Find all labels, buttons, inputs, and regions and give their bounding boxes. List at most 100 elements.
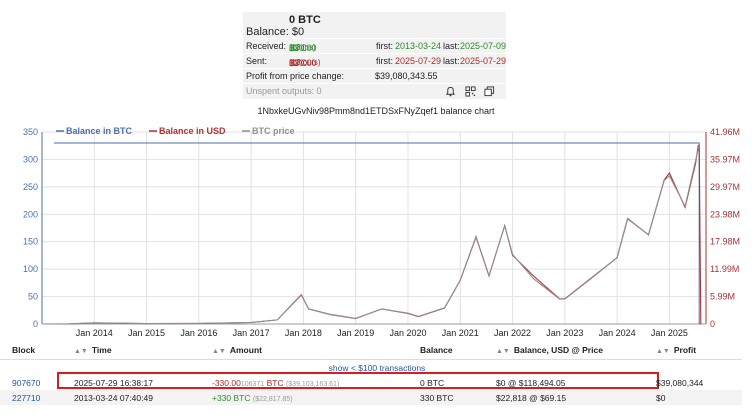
tx-time: 2013-03-24 07:40:49: [74, 392, 153, 403]
tx-profit: $0: [656, 392, 666, 403]
sent-first-label: first:: [376, 56, 393, 66]
y-right-tick-label: 0: [710, 319, 715, 329]
header-profit-label: Profit: [673, 345, 697, 355]
tx-amount-usd: ($39,103,163.61): [285, 380, 340, 388]
y-left-tick-label: 250: [23, 182, 38, 192]
y-right-tick-label: 11.99M: [710, 264, 739, 274]
sent-label: Sent:: [246, 56, 268, 66]
tx-time: 2025-07-29 16:38:17: [74, 377, 153, 388]
bell-icon[interactable]: [445, 86, 456, 97]
balance-usd-line: Balance: $0: [246, 26, 304, 38]
balance-btc: 0 BTC: [289, 14, 321, 26]
y-left-tick-label: 150: [23, 237, 38, 247]
sort-icon: ▲▼: [212, 348, 226, 355]
received-last-date: 2025-07-09: [460, 41, 507, 51]
tx-amount-value: +330 BTC: [212, 392, 251, 403]
header-block[interactable]: Block: [0, 341, 62, 360]
y-left-tick-label: 300: [23, 154, 38, 164]
tx-balance: 330 BTC: [420, 392, 454, 403]
tx-amount-unit: BTC: [266, 377, 284, 388]
y-right-tick-label: 5.99M: [710, 292, 735, 302]
balance-label: Balance:: [246, 26, 289, 38]
tx-balance: 0 BTC: [420, 377, 445, 388]
received-first-label: first:: [376, 41, 393, 51]
unspent-row: Unspent outputs: 0: [243, 83, 506, 99]
block-link[interactable]: 227710: [12, 392, 41, 403]
tx-amount: -330.00106371 BTC ($39,103,163.61): [200, 375, 408, 390]
sort-icon: ▲▼: [656, 348, 670, 355]
sent-value: 330.00: [289, 58, 317, 68]
tx-amount-value: -330.00: [212, 377, 241, 388]
sort-icon: ▲▼: [496, 348, 510, 355]
x-tick-label: Jan 2025: [651, 328, 688, 338]
sent-unit: BTC: [289, 58, 307, 68]
profit-value: $39,080,343.55: [375, 71, 438, 81]
balance-usd: $0: [291, 26, 305, 38]
x-tick-label: Jan 2023: [546, 328, 583, 338]
legend-label: Balance in USD: [159, 126, 226, 136]
header-block-label: Block: [12, 345, 36, 355]
series-line-balance-in-usd: [42, 144, 702, 325]
block-link[interactable]: 907670: [12, 377, 41, 388]
x-tick-label: Jan 2017: [233, 328, 270, 338]
highlight-box: [57, 372, 659, 389]
sort-icon: ▲▼: [74, 348, 88, 355]
x-tick-label: Jan 2021: [442, 328, 479, 338]
y-left-tick-label: 350: [23, 127, 38, 137]
balance-chart: 0 50 100 150 200 250 300 350 0 5.99M 11.99M 17.98M 2…: [23, 126, 740, 338]
sent-row: Sent: 330.00 11 BTC (13 outs) first: 2025…: [243, 53, 506, 69]
x-tick-label: Jan 2024: [599, 328, 636, 338]
copy-icon[interactable]: [484, 86, 495, 97]
x-tick-label: Jan 2014: [76, 328, 113, 338]
header-balance[interactable]: Balance: [408, 341, 484, 360]
tx-amount-small: 106371: [240, 380, 265, 388]
table-row: 907670 2025-07-29 16:38:17 -330.00106371…: [0, 375, 742, 390]
y-right-tick-label: 41.96M: [710, 127, 740, 137]
x-tick-label: Jan 2018: [285, 328, 322, 338]
sent-count: (13 outs): [289, 58, 321, 67]
received-small: 11: [289, 43, 299, 53]
y-right-tick-label: 23.98M: [710, 209, 740, 219]
show-small-row: show < $100 transactions: [0, 360, 742, 376]
series-line-balance-in-btc: [54, 142, 700, 325]
transactions-table: Block ▲▼ Time ▲▼ Amount Balance ▲▼ Balance,…: [0, 341, 742, 405]
tx-balance-usd: $0 @ $118,494.05: [496, 377, 566, 388]
y-left-tick-label: 100: [23, 264, 38, 274]
qr-code-icon[interactable]: [465, 86, 476, 97]
table-row: 227710 2013-03-24 07:40:49 +330 BTC ($22…: [0, 390, 742, 405]
header-balance-label: Balance: [420, 345, 453, 355]
chart-title: 1NbxkeUGvNiv98Pmm8nd1ETDSxFNyZqef1 balan…: [257, 106, 495, 116]
header-amount[interactable]: ▲▼ Amount: [200, 341, 408, 360]
legend-label: Balance in BTC: [66, 126, 133, 136]
unspent-outputs: Unspent outputs: 0: [246, 86, 322, 96]
header-profit[interactable]: ▲▼ Profit: [644, 341, 742, 360]
header-time-label: Time: [91, 345, 112, 355]
tx-balance-usd: $22,818 @ $69.15: [496, 392, 567, 403]
x-tick-label: Jan 2020: [389, 328, 426, 338]
address-summary: 0 BTC Balance: $0 Received: 330.00 11 BTC…: [243, 12, 506, 99]
tx-amount: +330 BTC ($22,817.85): [200, 390, 408, 405]
received-count: (13 ins): [289, 43, 316, 52]
sent-first-date: 2025-07-29: [395, 56, 442, 66]
tx-profit: $39,080,344: [656, 377, 704, 388]
header-time[interactable]: ▲▼ Time: [62, 341, 200, 360]
header-amount-label: Amount: [229, 345, 262, 355]
x-tick-label: Jan 2016: [180, 328, 217, 338]
profit-label: Profit from price change:: [246, 71, 345, 81]
received-last-label: last:: [443, 41, 460, 51]
table-header-row: Block ▲▼ Time ▲▼ Amount Balance ▲▼ Balance,…: [0, 341, 742, 360]
sent-last-date: 2025-07-29: [460, 56, 507, 66]
y-left-tick-label: 50: [28, 292, 38, 302]
received-row: Received: 330.00 11 BTC (13 ins) first: 2…: [243, 38, 506, 54]
show-small-transactions-link[interactable]: show < $100 transactions: [328, 362, 426, 373]
y-right-tick-label: 35.97M: [710, 154, 740, 164]
header-balance-usd-label: Balance, USD @ Price: [513, 345, 603, 355]
received-value: 330.00: [289, 43, 317, 53]
received-unit: BTC: [289, 43, 307, 53]
x-tick-label: Jan 2019: [337, 328, 374, 338]
y-right-tick-label: 29.97M: [710, 182, 740, 192]
header-balance-usd[interactable]: ▲▼ Balance, USD @ Price: [484, 341, 644, 360]
y-right-tick-label: 17.98M: [710, 237, 740, 247]
x-tick-label: Jan 2022: [494, 328, 531, 338]
series-line-btc-price: [41, 144, 700, 325]
